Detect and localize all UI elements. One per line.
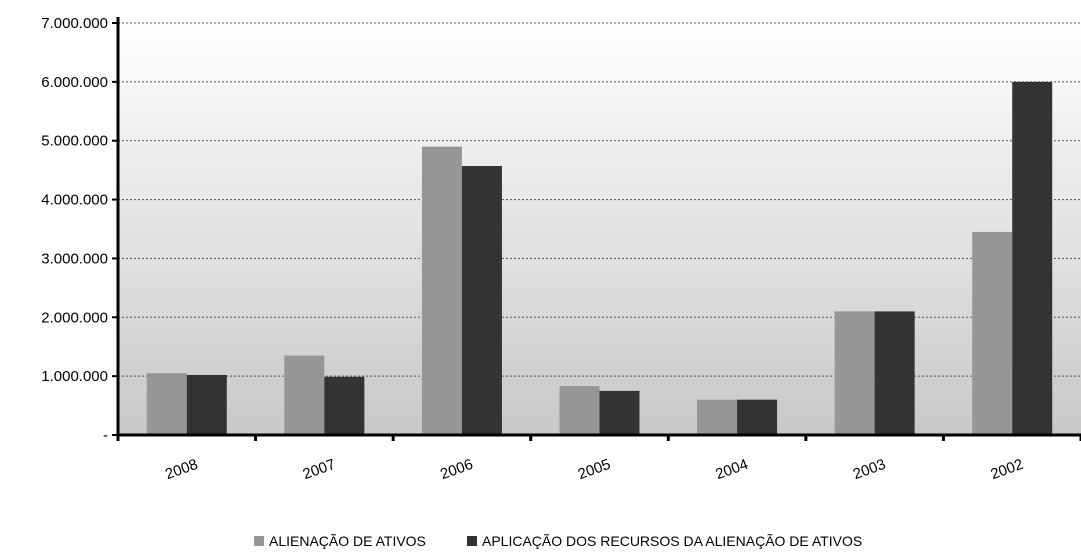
y-tick-labels: - 1.000.000 2.000.000 3.000.000 4.000.000 5.0… (41, 15, 108, 444)
bar-alienacao-2003 (834, 311, 875, 435)
y-tick-label: 6.000.000 (41, 74, 108, 91)
plot-area (118, 23, 1081, 435)
x-tick-label-2003: 2003 (851, 456, 888, 483)
bar-aplicacao-2002 (1012, 81, 1053, 435)
bar-aplicacao-2005 (599, 390, 640, 435)
bar-alienacao-2007 (284, 355, 325, 435)
bar-alienacao-2005 (559, 386, 600, 435)
x-tick-labels: 2008 2007 2006 2005 2004 2003 2002 (163, 456, 1026, 483)
bar-aplicacao-2004 (737, 399, 778, 435)
legend-label-2: APLICAÇÃO DOS RECURSOS DA ALIENAÇÃO DE A… (482, 533, 862, 549)
bar-alienacao-2002 (972, 231, 1013, 435)
y-tick-label: 2.000.000 (41, 309, 108, 326)
y-tick-label: 5.000.000 (41, 133, 108, 150)
bar-aplicacao-2006 (461, 166, 502, 435)
bar-aplicacao-2008 (186, 374, 227, 435)
x-tick-label-2006: 2006 (438, 456, 475, 483)
x-tick-label-2004: 2004 (713, 456, 750, 483)
y-tick-label: 1.000.000 (41, 368, 108, 385)
x-tick-label-2005: 2005 (576, 456, 613, 483)
legend-label-1: ALIENAÇÃO DE ATIVOS (269, 533, 426, 549)
bars (146, 81, 1053, 435)
y-tick-label: 3.000.000 (41, 250, 108, 267)
x-tick-label-2008: 2008 (163, 456, 200, 483)
y-tick-label: - (103, 427, 108, 444)
legend: ALIENAÇÃO DE ATIVOS APLICAÇÃO DOS RECURSO… (254, 533, 862, 549)
x-tick-label-2002: 2002 (988, 456, 1025, 483)
bar-alienacao-2006 (421, 146, 462, 435)
bar-alienacao-2008 (146, 373, 187, 435)
axes (112, 17, 1081, 441)
bar-aplicacao-2007 (324, 376, 365, 435)
legend-swatch-2 (467, 536, 477, 546)
bar-aplicacao-2003 (874, 311, 915, 435)
y-tick-label: 7.000.000 (41, 15, 108, 32)
bar-alienacao-2004 (697, 399, 738, 435)
x-tick-label-2007: 2007 (301, 456, 338, 483)
legend-swatch-1 (254, 536, 264, 546)
y-tick-label: 4.000.000 (41, 192, 108, 209)
